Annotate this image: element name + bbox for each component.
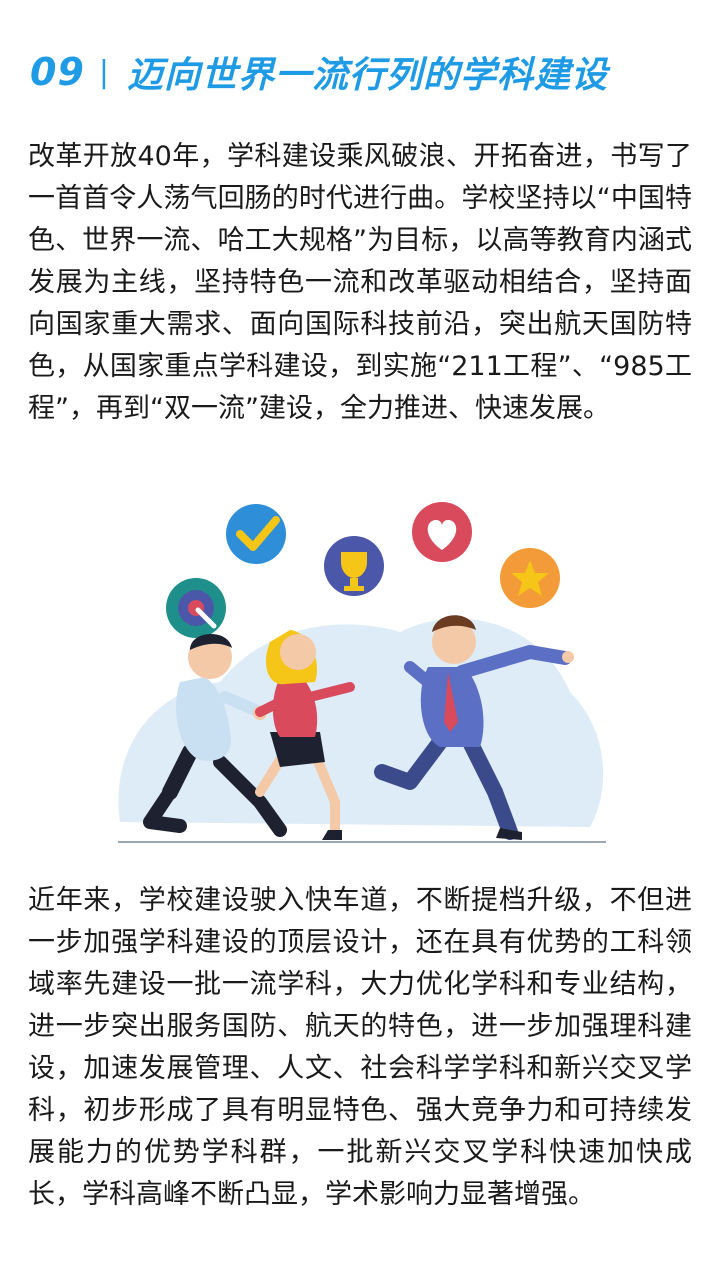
running-man-left	[143, 633, 287, 837]
intro-paragraph: 改革开放40年，学科建设乘风破浪、开拓奋进，书写了一首首令人荡气回肠的时代进行曲…	[28, 141, 692, 424]
section-number: 09	[30, 50, 85, 94]
heart-icon	[412, 502, 472, 562]
team-running-illustration	[118, 502, 606, 843]
progress-paragraph: 近年来，学校建设驶入快车道，不断提档升级，不但进一步加强学科建设的顶层设计，还在…	[28, 885, 692, 1210]
star-icon	[500, 548, 560, 608]
section-title: 迈向世界一流行列的学科建设	[127, 55, 609, 96]
trophy-icon	[324, 536, 384, 596]
section-header: 09 | 迈向世界一流行列的学科建设	[30, 46, 608, 98]
check-icon	[226, 504, 286, 564]
target-icon	[166, 578, 226, 638]
running-man-right	[374, 615, 574, 840]
section-separator: |	[98, 54, 109, 90]
running-woman-middle	[255, 630, 355, 840]
